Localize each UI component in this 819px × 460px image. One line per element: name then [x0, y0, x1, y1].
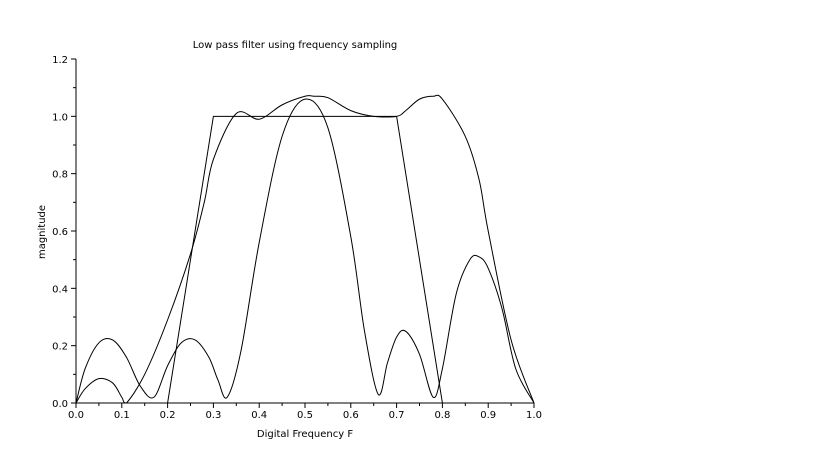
x-tick-label: 0.1: [114, 410, 130, 421]
y-tick-label: 1.0: [52, 112, 68, 123]
chart-title: Low pass filter using frequency sampling: [193, 40, 398, 51]
y-axis-label: magnitude: [37, 205, 48, 259]
x-tick-label: 0.2: [160, 410, 176, 421]
series-line-3: [75, 98, 535, 404]
x-tick-label: 0.3: [205, 410, 221, 421]
series-group: [75, 94, 535, 404]
x-tick-label: 0.0: [68, 410, 84, 421]
x-tick-label: 0.9: [480, 410, 496, 421]
x-tick-label: 0.7: [389, 410, 405, 421]
y-tick-label: 0.0: [52, 399, 68, 410]
y-tick-label: 0.2: [52, 342, 68, 353]
x-axis-label: Digital Frequency F: [257, 429, 353, 440]
y-tick-label: 1.2: [52, 55, 68, 66]
x-tick-label: 1.0: [526, 410, 542, 421]
x-tick-label: 0.5: [297, 410, 313, 421]
x-tick-label: 0.8: [434, 410, 450, 421]
axes: 0.0 0.1 0.2 0.3 0.4 0.5 0.6 0.7 0.8 0.9 1.0 0.0 0.2 0…: [52, 55, 542, 421]
y-tick-label: 0.4: [52, 284, 68, 295]
y-tick-label: 0.8: [52, 170, 68, 181]
series-line-1: [76, 115, 534, 404]
series-line-2: [75, 94, 535, 404]
x-tick-label: 0.4: [251, 410, 267, 421]
y-tick-label: 0.6: [52, 227, 68, 238]
x-tick-label: 0.6: [343, 410, 359, 421]
